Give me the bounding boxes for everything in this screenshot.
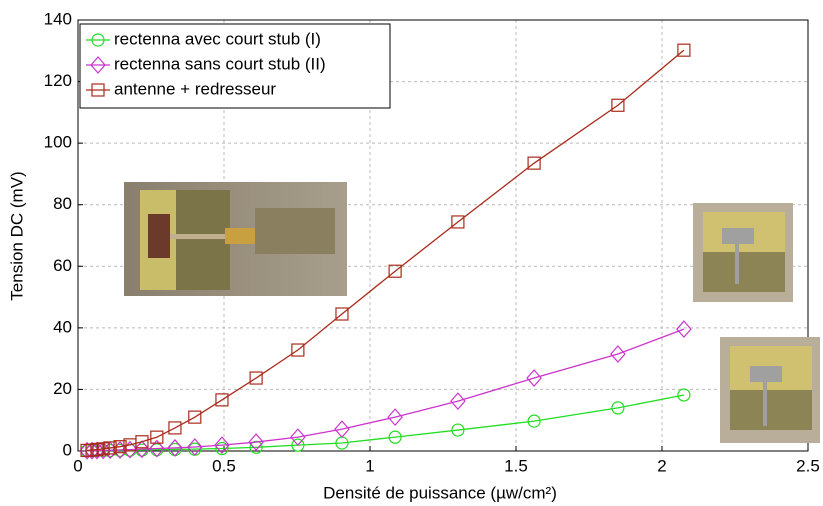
marker xyxy=(290,428,306,447)
y-tick-label: 60 xyxy=(53,256,72,275)
legend-label: antenne + redresseur xyxy=(114,79,276,98)
marker xyxy=(526,369,542,387)
marker xyxy=(291,438,305,452)
marker xyxy=(135,435,149,449)
marker xyxy=(387,408,403,427)
y-tick-label: 40 xyxy=(53,317,72,336)
marker xyxy=(611,98,625,112)
x-tick-label: 2.5 xyxy=(796,456,820,475)
marker xyxy=(611,401,625,415)
x-tick-label: 1 xyxy=(365,456,374,475)
marker xyxy=(90,56,106,74)
marker xyxy=(335,307,349,321)
marker xyxy=(214,436,230,455)
marker xyxy=(134,440,150,459)
y-tick-label: 120 xyxy=(44,71,72,90)
y-tick-label: 100 xyxy=(44,133,72,152)
x-axis-label: Densité de puissance (µw/cm²) xyxy=(323,483,557,502)
marker xyxy=(527,156,541,170)
marker xyxy=(248,433,264,451)
marker xyxy=(291,343,305,357)
marker xyxy=(334,420,350,439)
y-tick-label: 20 xyxy=(53,379,72,398)
marker xyxy=(188,410,202,424)
marker xyxy=(96,442,110,456)
plot-frame xyxy=(77,19,809,452)
marker xyxy=(215,393,229,407)
marker xyxy=(388,430,402,444)
marker xyxy=(85,443,99,457)
marker xyxy=(677,43,691,57)
marker xyxy=(168,421,182,435)
legend-label: rectenna avec court stub (I) xyxy=(114,29,321,48)
marker xyxy=(91,83,105,97)
y-tick-label: 80 xyxy=(53,194,72,213)
x-tick-label: 0 xyxy=(73,456,82,475)
marker xyxy=(187,438,203,456)
marker xyxy=(610,345,626,363)
marker xyxy=(89,441,105,460)
x-tick-label: 0.5 xyxy=(212,456,236,475)
marker xyxy=(149,439,165,458)
marker xyxy=(450,392,466,411)
marker xyxy=(249,440,263,454)
x-tick-label: 2 xyxy=(657,456,666,475)
y-axis-label: Tension DC (mV) xyxy=(7,171,26,300)
marker xyxy=(676,320,692,339)
marker xyxy=(103,441,117,455)
y-tick-label: 0 xyxy=(63,440,72,459)
marker xyxy=(451,423,465,437)
marker xyxy=(677,388,691,402)
legend-box xyxy=(79,23,391,109)
marker xyxy=(249,371,263,385)
marker xyxy=(215,441,229,456)
photo-right-bottom xyxy=(720,337,820,443)
marker xyxy=(150,430,164,444)
y-tick-label: 140 xyxy=(44,9,72,28)
marker xyxy=(451,215,465,229)
marker xyxy=(167,439,183,457)
marker xyxy=(122,440,138,459)
marker xyxy=(113,440,127,454)
photo-left xyxy=(124,182,347,296)
marker xyxy=(91,33,105,47)
marker xyxy=(388,264,402,278)
marker xyxy=(527,414,541,428)
legend-label: rectenna sans court stub (II) xyxy=(114,54,326,73)
photo-right-top xyxy=(693,203,793,302)
x-tick-label: 1.5 xyxy=(504,456,528,475)
